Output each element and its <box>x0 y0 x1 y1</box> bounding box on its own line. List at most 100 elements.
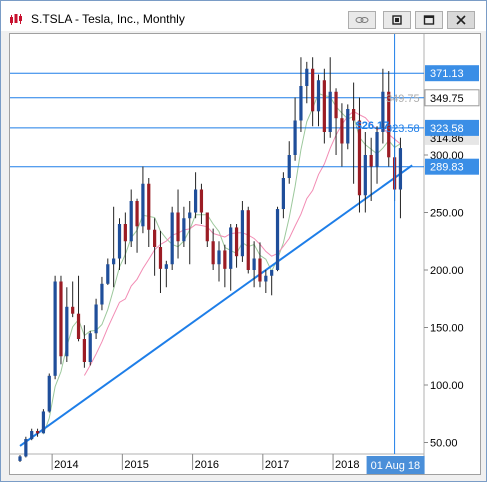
candle-body <box>76 313 81 339</box>
candle-body <box>264 275 268 282</box>
candle-body <box>275 209 280 270</box>
candle-body <box>164 264 168 269</box>
candle-body <box>147 183 151 230</box>
link-icon <box>355 17 369 23</box>
maximize-icon <box>423 15 435 25</box>
horizontal-line-label-box <box>424 89 480 107</box>
candle-body <box>375 132 379 167</box>
candle-body <box>316 80 321 112</box>
candle-body <box>170 212 174 265</box>
candle-body <box>153 229 157 247</box>
x-tick-label: 2017 <box>265 459 289 471</box>
candle-body <box>47 375 51 412</box>
candle-body <box>252 258 256 270</box>
candle-body <box>387 91 391 158</box>
y-tick-label: 100.00 <box>430 380 464 392</box>
y-tick-label: 50.00 <box>430 438 458 450</box>
y-tick-label: 150.00 <box>430 323 464 335</box>
candle-body <box>334 91 338 119</box>
horizontal-line-label: 289.83 <box>430 162 464 174</box>
candle-body <box>18 456 22 461</box>
horizontal-line-label: 323.58 <box>430 123 464 135</box>
candle-body <box>112 258 116 265</box>
candle-body <box>88 333 92 362</box>
trendline <box>19 164 413 447</box>
maximize-button[interactable] <box>415 11 443 29</box>
candle-body <box>305 68 309 86</box>
candle-body <box>311 68 315 112</box>
candle-body <box>398 148 403 190</box>
candle-body <box>328 91 332 132</box>
candle-body <box>82 339 86 362</box>
candle-body <box>357 120 362 196</box>
candle-body <box>381 91 385 132</box>
candle-body <box>59 281 63 357</box>
candle-body <box>217 250 221 265</box>
candle-body <box>270 270 274 276</box>
horizontal-line-label-box <box>425 119 479 136</box>
app-icon <box>9 12 23 26</box>
candle-body <box>234 227 239 257</box>
horizontal-line-label: 349.75 <box>430 93 464 105</box>
restore-button[interactable] <box>383 11 411 29</box>
x-tick-label: 2015 <box>124 459 148 471</box>
candle-body <box>258 258 262 282</box>
candle-body <box>30 431 34 440</box>
candle-body <box>352 109 356 121</box>
candle-body <box>281 178 285 210</box>
horizontal-line-label: 371.13 <box>430 68 464 80</box>
link-button[interactable] <box>348 11 376 29</box>
close-button[interactable] <box>447 11 475 29</box>
price-axis <box>424 34 480 474</box>
restore-icon <box>392 15 402 25</box>
candle-body <box>322 80 326 132</box>
candle-body <box>223 250 227 269</box>
candle-body <box>287 155 291 178</box>
candle-body <box>369 155 373 167</box>
candle-body <box>129 201 133 242</box>
candle-body <box>188 212 192 219</box>
candle-body <box>240 210 245 257</box>
title-bar[interactable]: S.TSLA - Tesla, Inc., Monthly <box>1 1 486 31</box>
x-tick-label: 2016 <box>195 459 219 471</box>
candle-body <box>106 264 110 284</box>
x-tick-label: 2018 <box>335 459 359 471</box>
candle-body <box>229 227 233 269</box>
overlay-label: $26.17 <box>356 120 390 132</box>
candle-body <box>141 183 145 227</box>
candle-body <box>199 189 204 213</box>
candle-body <box>193 189 198 213</box>
x-tick-label: 2014 <box>54 459 78 471</box>
candle-body <box>340 118 344 144</box>
moving-average-fast <box>42 92 401 435</box>
current-price-label: 314.86 <box>430 133 464 145</box>
candle-body <box>117 224 122 259</box>
candle-body <box>176 212 180 242</box>
candle-body <box>100 283 104 305</box>
price-label-faint: 349.75 <box>386 93 420 105</box>
candle-body <box>94 304 98 334</box>
y-tick-label: 250.00 <box>430 208 464 220</box>
cursor-date-box <box>366 456 425 474</box>
candle-body <box>71 306 75 314</box>
candle-body <box>35 431 40 434</box>
candle-body <box>246 210 250 270</box>
candle-body <box>24 439 28 457</box>
chart-area[interactable]: 50.00 100.00 150.00 200.00 250.00 300.00 2014 2… <box>9 33 481 475</box>
horizontal-line-label-box <box>425 158 479 175</box>
y-tick-label: 200.00 <box>430 265 464 277</box>
cursor-date-label: 01 Aug 18 <box>371 460 421 472</box>
candle-body <box>135 201 139 227</box>
candle-body <box>182 218 186 242</box>
candle-body <box>53 281 57 376</box>
candle-body <box>211 241 215 265</box>
horizontal-line-label-box <box>425 65 479 82</box>
candle-body <box>158 247 163 269</box>
candle-body <box>65 306 69 357</box>
candle-body <box>41 411 46 434</box>
candle-body <box>293 120 297 155</box>
close-icon <box>456 15 466 25</box>
candle-body <box>346 109 350 144</box>
